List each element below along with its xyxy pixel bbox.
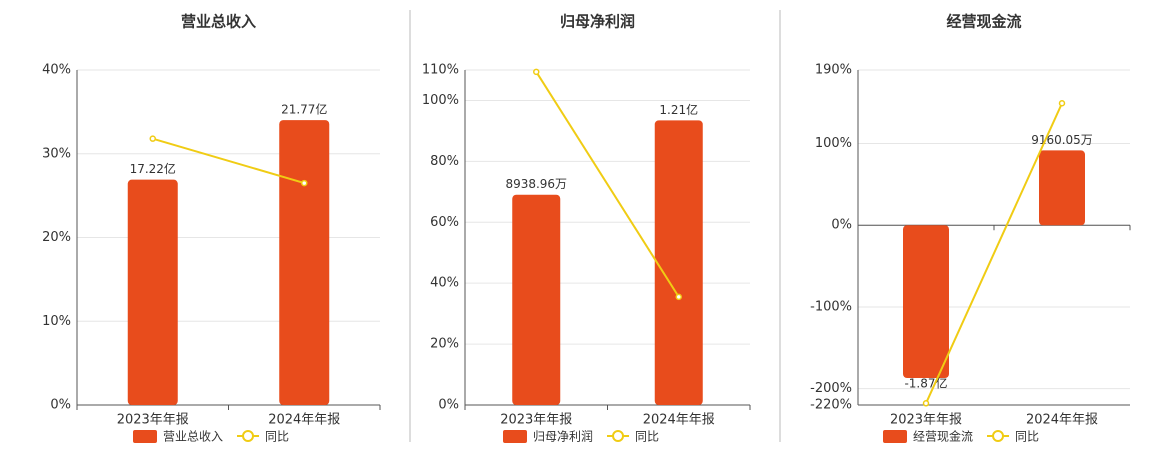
bar <box>127 179 178 405</box>
legend-swatch <box>503 430 527 443</box>
bar-label: 9160.05万 <box>1031 133 1093 147</box>
legend-label: 归母净利润 <box>533 430 593 444</box>
legend-label: 同比 <box>635 430 659 444</box>
y-tick-label: 0% <box>438 398 459 413</box>
line-point <box>675 293 682 301</box>
legend-label: 同比 <box>265 430 289 444</box>
x-tick-label: 2023年年报 <box>117 413 189 428</box>
bar <box>903 225 949 379</box>
legend-point <box>612 430 625 442</box>
legend-label: 营业总收入 <box>163 430 223 444</box>
bar-label: 8938.96万 <box>505 177 567 191</box>
bar-label: 21.77亿 <box>281 102 327 117</box>
line-point <box>301 179 308 187</box>
y-tick-label: 20% <box>42 230 71 245</box>
bar-label: -1.87亿 <box>904 376 947 391</box>
y-tick-label: 10% <box>42 314 71 329</box>
x-tick-label: 2024年年报 <box>643 413 715 428</box>
y-tick-label: 0% <box>50 398 71 413</box>
y-tick-label: 20% <box>430 337 459 352</box>
line <box>535 71 680 298</box>
x-tick-label: 2024年年报 <box>268 413 340 428</box>
bar <box>1039 150 1085 226</box>
line-point <box>922 400 930 407</box>
x-tick-label: 2023年年报 <box>500 413 572 428</box>
y-tick-label: 190% <box>815 63 852 78</box>
chart-title: 营业总收入 <box>181 13 256 31</box>
legend-label: 同比 <box>1015 430 1039 444</box>
y-tick-label: 30% <box>42 146 71 161</box>
bar-label: 1.21亿 <box>659 102 698 117</box>
y-tick-label: 100% <box>815 136 852 151</box>
y-tick-label: -220% <box>810 398 852 413</box>
y-tick-label: -200% <box>810 381 852 396</box>
line-point <box>533 68 540 76</box>
bar-label: 17.22亿 <box>130 161 176 176</box>
x-tick-label: 2023年年报 <box>890 413 962 428</box>
y-tick-label: 40% <box>430 276 459 291</box>
line-point <box>149 135 156 142</box>
y-tick-label: 0% <box>831 218 852 233</box>
legend-swatch <box>133 430 157 443</box>
chart-title: 归母净利润 <box>560 13 635 31</box>
line <box>925 102 1063 404</box>
y-tick-label: -100% <box>810 299 852 314</box>
legend-label: 经营现金流 <box>913 429 973 444</box>
bar <box>512 194 561 405</box>
x-tick-label: 2024年年报 <box>1026 413 1098 428</box>
line <box>152 137 305 185</box>
y-tick-label: 60% <box>430 215 459 230</box>
bar <box>279 120 330 405</box>
y-tick-label: 80% <box>430 154 459 169</box>
y-tick-label: 40% <box>42 63 71 78</box>
y-tick-label: 100% <box>422 93 459 108</box>
y-tick-label: 110% <box>422 63 459 78</box>
line-point <box>1058 100 1066 107</box>
chart-title: 经营现金流 <box>946 13 1021 31</box>
legend-point <box>992 430 1005 442</box>
bar <box>654 120 703 405</box>
legend-swatch <box>883 430 907 443</box>
legend-point <box>242 430 255 442</box>
